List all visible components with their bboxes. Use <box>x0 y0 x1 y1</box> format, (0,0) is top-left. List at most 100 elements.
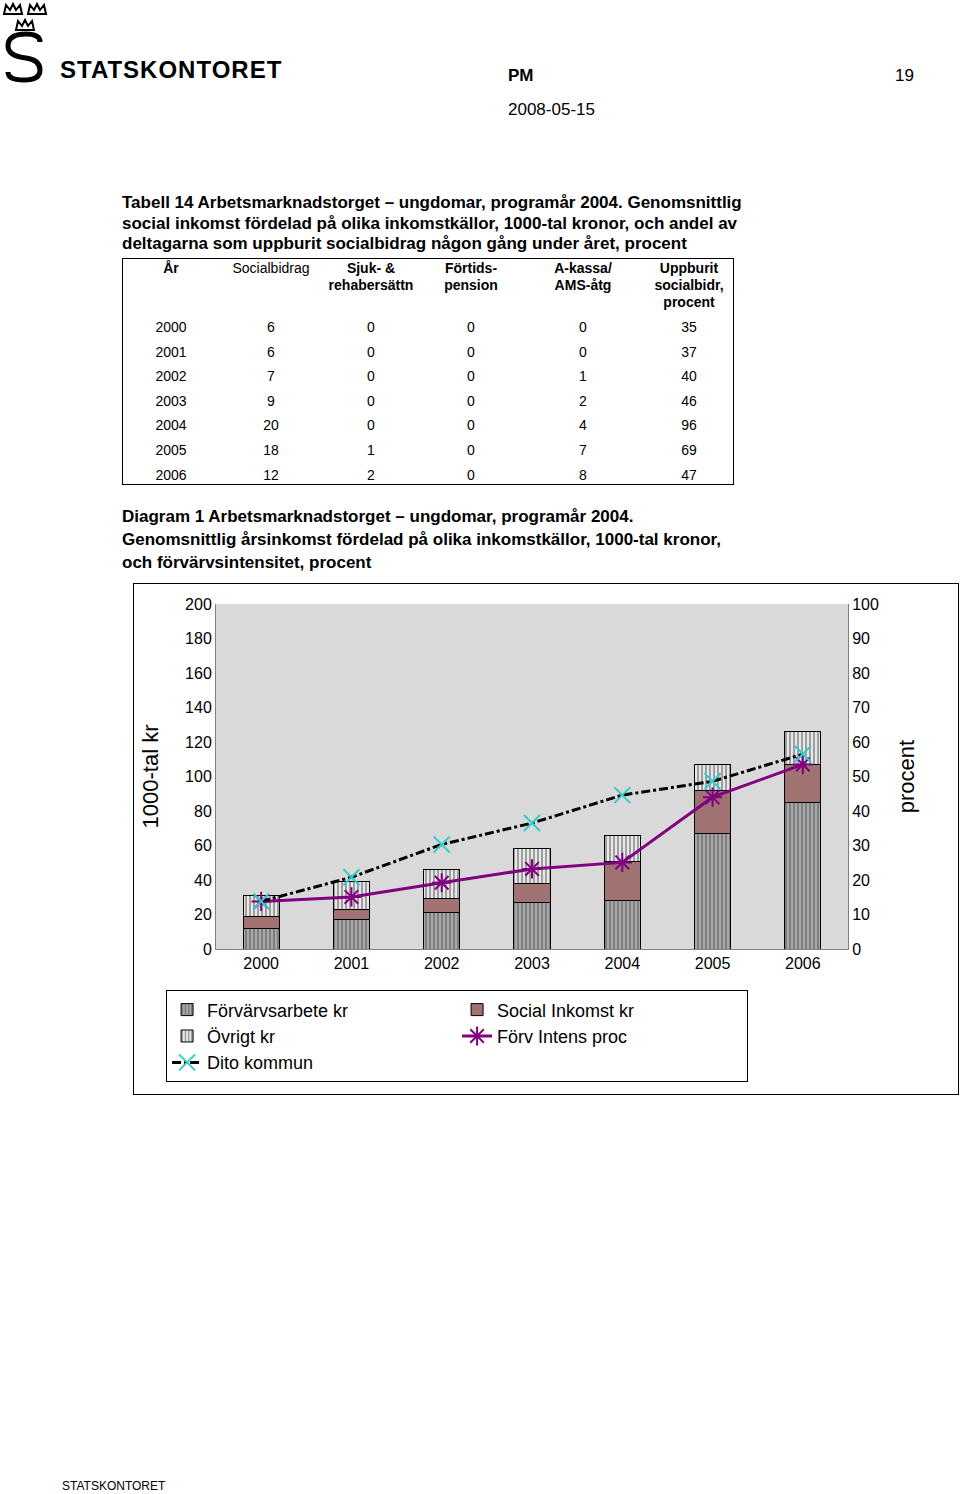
html-text:0: 0 <box>467 417 475 434</box>
svg-text:60: 60 <box>194 837 212 854</box>
svg-text:80: 80 <box>852 665 870 682</box>
html-text:0: 0 <box>367 368 375 385</box>
svg-text:2002: 2002 <box>424 955 460 972</box>
html-text:2001: 2001 <box>155 343 187 360</box>
svg-text:2005: 2005 <box>695 955 731 972</box>
html-text:19: 19 <box>895 66 914 85</box>
svg-text:120: 120 <box>185 734 212 751</box>
html-text:2005: 2005 <box>155 442 187 458</box>
html-text:0: 0 <box>367 319 375 335</box>
svg-text:20: 20 <box>852 872 870 889</box>
html-text:2006: 2006 <box>155 466 187 483</box>
svg-text:200: 200 <box>185 596 212 613</box>
html-text:socialbidr,: socialbidr, <box>654 277 724 293</box>
svg-text:140: 140 <box>185 699 212 716</box>
html-text:2004: 2004 <box>155 417 187 434</box>
html-text:35: 35 <box>681 319 697 335</box>
svg-text:90: 90 <box>852 630 870 647</box>
html-text:År: År <box>163 260 179 276</box>
html-text:37: 37 <box>681 343 697 360</box>
svg-text:2006: 2006 <box>785 955 821 972</box>
svg-text:0: 0 <box>852 941 861 958</box>
html-text:2: 2 <box>367 466 375 483</box>
svg-text:Förvärvsarbete kr: Förvärvsarbete kr <box>207 1001 348 1021</box>
html-text:6: 6 <box>267 343 275 360</box>
html-text:Genomsnittlig årsinkomst förde: Genomsnittlig årsinkomst fördelad på oli… <box>122 530 721 549</box>
svg-text:30: 30 <box>852 837 870 854</box>
html-text:1: 1 <box>579 368 587 385</box>
html-text:Socialbidrag: Socialbidrag <box>232 260 310 276</box>
html-text:46: 46 <box>681 392 697 409</box>
svg-text:2004: 2004 <box>604 955 640 972</box>
html-text:STATSKONTORET: STATSKONTORET <box>60 56 283 83</box>
html-text:pension: pension <box>444 277 498 293</box>
svg-text:Dito kommun: Dito kommun <box>207 1053 313 1073</box>
html-text:6: 6 <box>267 319 275 335</box>
html-text:0: 0 <box>467 466 475 483</box>
svg-text:2000: 2000 <box>243 955 279 972</box>
html-text:och förvärvsintensitet, procen: och förvärvsintensitet, procent <box>122 553 372 572</box>
html-text:1: 1 <box>367 442 375 458</box>
html-text:2: 2 <box>579 392 587 409</box>
html-text:2002: 2002 <box>155 368 187 385</box>
html-text:0: 0 <box>467 343 475 360</box>
html-text:12: 12 <box>263 466 279 483</box>
html-text:Sjuk- &: Sjuk- & <box>346 260 396 276</box>
html-text:2003: 2003 <box>155 392 187 409</box>
html-text:7: 7 <box>579 442 587 458</box>
html-text:0: 0 <box>367 343 375 360</box>
html-text:0: 0 <box>367 392 375 409</box>
svg-text:2001: 2001 <box>334 955 370 972</box>
html-text:rehabersättn: rehabersättn <box>328 277 414 293</box>
html-text:Förtids-: Förtids- <box>444 260 498 276</box>
html-text:96: 96 <box>681 417 697 434</box>
html-text:9: 9 <box>267 392 275 409</box>
html-text:0: 0 <box>579 319 587 335</box>
svg-text:100: 100 <box>852 596 879 613</box>
html-text:0: 0 <box>467 368 475 385</box>
svg-text:50: 50 <box>852 768 870 785</box>
svg-text:20: 20 <box>194 906 212 923</box>
svg-text:procent: procent <box>894 740 919 813</box>
svg-text:160: 160 <box>185 665 212 682</box>
svg-text:40: 40 <box>852 803 870 820</box>
html-text:0: 0 <box>467 442 475 458</box>
svg-text:100: 100 <box>185 768 212 785</box>
html-text:deltagarna som uppburit social: deltagarna som uppburit socialbidrag någ… <box>122 234 687 253</box>
svg-text:40: 40 <box>194 872 212 889</box>
svg-text:60: 60 <box>852 734 870 751</box>
html-text:0: 0 <box>367 417 375 434</box>
svg-text:180: 180 <box>185 630 212 647</box>
html-text:PM: PM <box>508 66 534 85</box>
svg-text:70: 70 <box>852 699 870 716</box>
html-text:A-kassa/: A-kassa/ <box>554 260 612 276</box>
html-text:69: 69 <box>681 442 697 458</box>
svg-text:Social Inkomst kr: Social Inkomst kr <box>497 1001 634 1021</box>
svg-text:1000-tal kr: 1000-tal kr <box>138 725 163 829</box>
html-text:STATSKONTORET: STATSKONTORET <box>62 1479 166 1493</box>
html-text:20: 20 <box>263 417 279 434</box>
html-text:40: 40 <box>681 368 697 385</box>
html-text:0: 0 <box>467 392 475 409</box>
html-text:procent: procent <box>663 294 715 310</box>
html-text:social inkomst fördelad på oli: social inkomst fördelad på olika inkomst… <box>122 213 737 233</box>
svg-text:0: 0 <box>203 941 212 958</box>
html-text:2008-05-15: 2008-05-15 <box>508 100 595 119</box>
html-text:Uppburit: Uppburit <box>659 260 719 276</box>
html-text:0: 0 <box>579 343 587 360</box>
html-text:Diagram 1 Arbetsmarknadstorget: Diagram 1 Arbetsmarknadstorget – ungdoma… <box>122 507 634 526</box>
html-text:47: 47 <box>681 466 697 483</box>
svg-text:80: 80 <box>194 803 212 820</box>
html-text:2000: 2000 <box>155 319 187 335</box>
html-text:4: 4 <box>579 417 587 434</box>
svg-text:2003: 2003 <box>514 955 550 972</box>
html-text:AMS-åtg: AMS-åtg <box>554 277 612 293</box>
html-text:7: 7 <box>267 368 275 385</box>
svg-text:10: 10 <box>852 906 870 923</box>
svg-text:Förv Intens proc: Förv Intens proc <box>497 1027 627 1047</box>
html-text:0: 0 <box>467 319 475 335</box>
svg-text:Övrigt kr: Övrigt kr <box>207 1027 275 1047</box>
html-text:8: 8 <box>579 466 587 483</box>
html-text:Tabell 14 Arbetsmarknadstorget: Tabell 14 Arbetsmarknadstorget – ungdoma… <box>122 193 742 212</box>
html-text:18: 18 <box>263 442 279 458</box>
